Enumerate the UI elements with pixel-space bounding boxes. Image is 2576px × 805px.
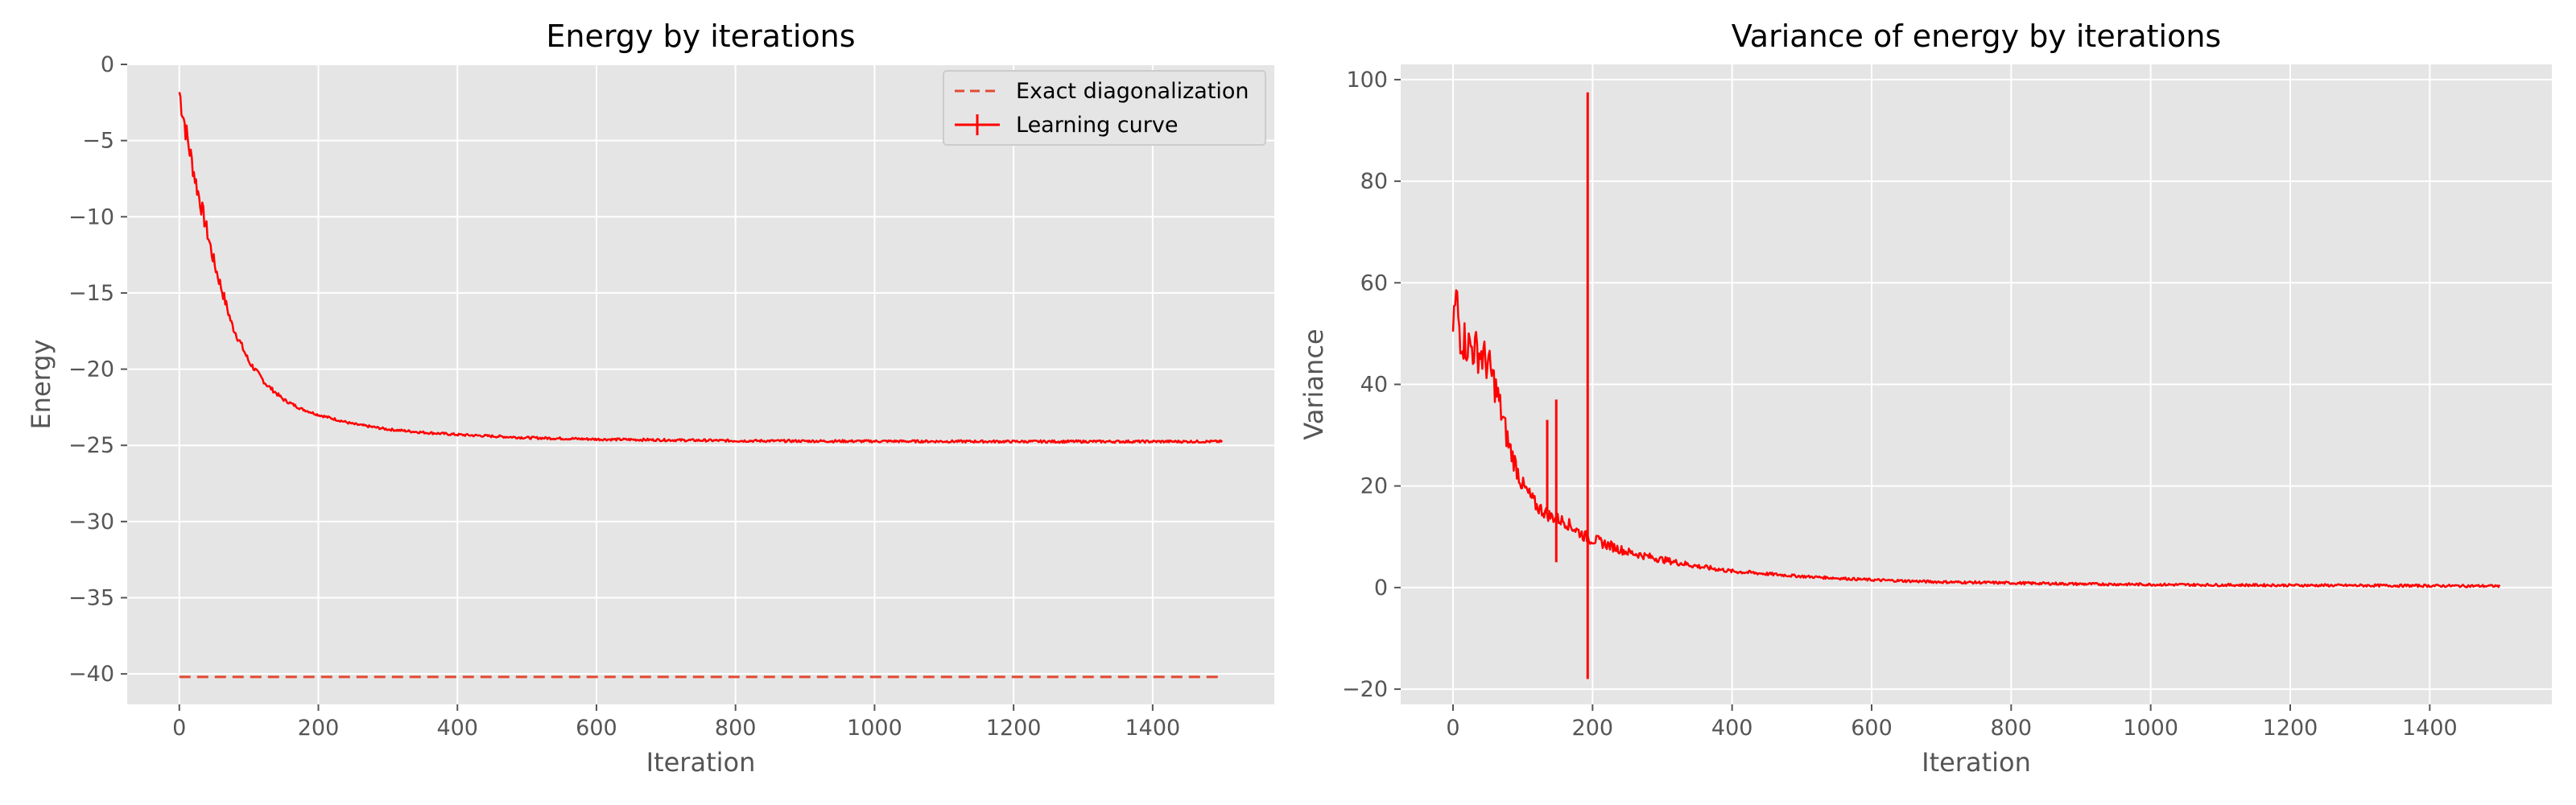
x-tick-label: 800 [1991, 716, 2033, 741]
energy-plot-area [127, 64, 1274, 704]
x-tick-label: 1000 [847, 716, 902, 741]
variance-series [1451, 92, 2501, 679]
x-tick-label: 400 [436, 716, 478, 741]
x-tick-label: 1200 [986, 716, 1042, 741]
y-tick-label: −20 [68, 357, 114, 382]
y-tick-label: −15 [68, 281, 114, 306]
y-tick-label: −5 [82, 129, 114, 154]
energy-x-axis-label: Iteration [646, 747, 756, 778]
x-tick-label: 1000 [2123, 716, 2178, 741]
x-tick-label: 400 [1711, 716, 1753, 741]
y-tick-label: 40 [1360, 373, 1388, 398]
y-tick-label: −35 [68, 586, 114, 611]
x-tick-label: 1400 [2402, 716, 2458, 741]
y-tick-label: −10 [68, 204, 114, 229]
energy-chart: 0 200 400 600 800 1000 1200 1400 0 −5 −10 −15 −20 −25… [26, 19, 1274, 778]
energy-grid [127, 64, 1274, 704]
legend-entry-exact-diagonalization: Exact diagonalization [1016, 79, 1249, 104]
x-tick-label: 600 [576, 716, 617, 741]
energy-tick-labels: 0 200 400 600 800 1000 1200 1400 0 −5 −10 −15 −20 −25… [68, 52, 1180, 741]
x-tick-label: 0 [172, 716, 186, 741]
y-tick-label: 60 [1360, 270, 1388, 295]
series-line-learning-curve [178, 92, 1224, 444]
variance-x-axis-label: Iteration [1922, 747, 2031, 778]
y-tick-label: 0 [1374, 576, 1388, 601]
y-tick-label: 0 [101, 52, 114, 77]
energy-y-axis-label: Energy [26, 339, 56, 429]
variance-y-axis-label: Variance [1298, 328, 1329, 440]
energy-series [178, 92, 1224, 679]
energy-legend: Exact diagonalization Learning curve [943, 70, 1266, 146]
y-tick-label: −20 [1342, 677, 1388, 702]
y-tick-label: −30 [68, 510, 114, 535]
y-tick-label: 100 [1346, 68, 1388, 93]
legend-box [943, 70, 1266, 146]
x-tick-label: 800 [715, 716, 757, 741]
variance-tick-labels: 0 200 400 600 800 1000 1200 1400 −20 0 20 40 60 80 100 [1342, 68, 2458, 741]
x-tick-label: 0 [1446, 716, 1459, 741]
y-tick-label: 20 [1360, 474, 1388, 499]
x-tick-label: 600 [1851, 716, 1893, 741]
y-tick-label: −40 [68, 662, 114, 687]
energy-chart-title: Energy by iterations [546, 19, 855, 54]
variance-chart-title: Variance of energy by iterations [1732, 19, 2221, 54]
legend-entry-learning-curve: Learning curve [1016, 113, 1178, 138]
variance-grid [1401, 64, 2552, 704]
x-tick-label: 200 [1572, 716, 1614, 741]
x-tick-label: 200 [298, 716, 340, 741]
y-tick-label: 80 [1360, 169, 1388, 194]
y-tick-label: −25 [68, 433, 114, 458]
series-line-variance [1451, 289, 2501, 588]
x-tick-label: 1200 [2263, 716, 2318, 741]
variance-chart: 0 200 400 600 800 1000 1200 1400 −20 0 20 40 60 80 100… [1298, 19, 2552, 778]
x-tick-label: 1400 [1125, 716, 1181, 741]
